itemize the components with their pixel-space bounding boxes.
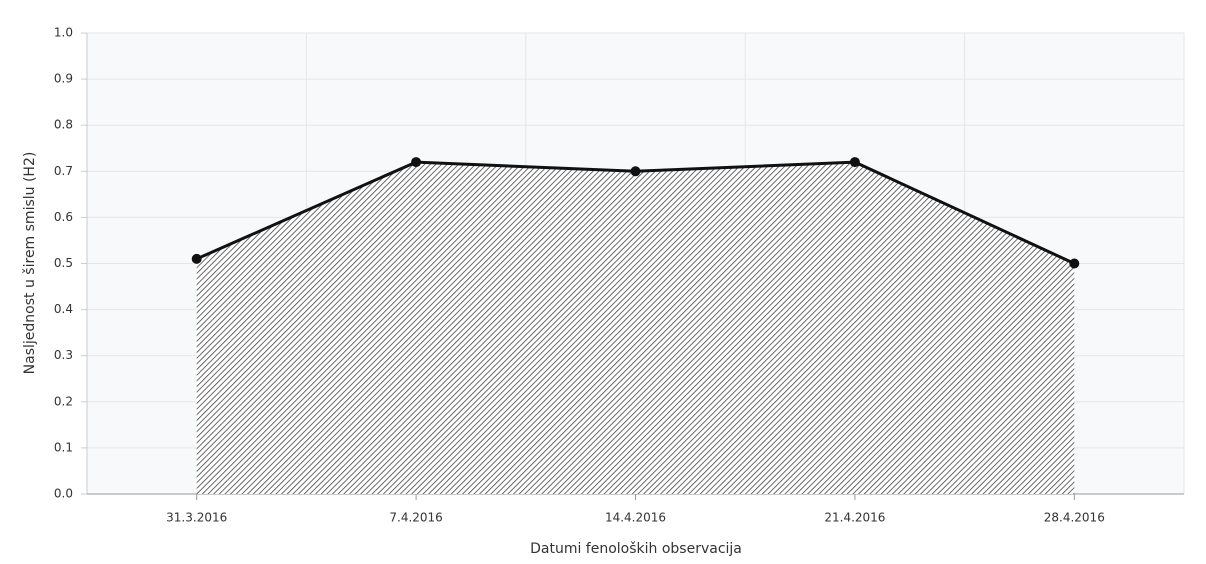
x-axis-label: Datumi fenoloških observacija (530, 541, 742, 557)
point (849, 157, 860, 168)
x-tick-label: 21.4.2016 (824, 511, 885, 525)
y-tick-label: 0.8 (54, 118, 73, 132)
point (191, 253, 202, 264)
y-tick-label: 0.9 (54, 72, 73, 86)
y-tick-label: 0.6 (54, 210, 73, 224)
y-tick-label: 0.2 (54, 394, 73, 408)
area-fill (196, 162, 1075, 494)
point (1069, 258, 1080, 269)
y-tick-label: 1.0 (54, 26, 73, 40)
y-tick-label: 0.7 (54, 164, 73, 178)
x-tick-label: 28.4.2016 (1044, 511, 1105, 525)
y-axis-label: Nasljednost u širem smislu (H2) (22, 152, 38, 375)
x-tick-label: 31.3.2016 (166, 511, 227, 525)
y-tick-label: 0.0 (54, 487, 73, 501)
x-tick-label: 14.4.2016 (605, 511, 666, 525)
y-tick-label: 0.5 (54, 256, 73, 270)
point (630, 166, 641, 177)
point (411, 157, 422, 168)
y-tick-label: 0.4 (54, 302, 73, 316)
x-tick-label: 7.4.2016 (389, 511, 442, 525)
y-tick-label: 0.3 (54, 348, 73, 362)
y-tick-label: 0.1 (54, 440, 73, 454)
